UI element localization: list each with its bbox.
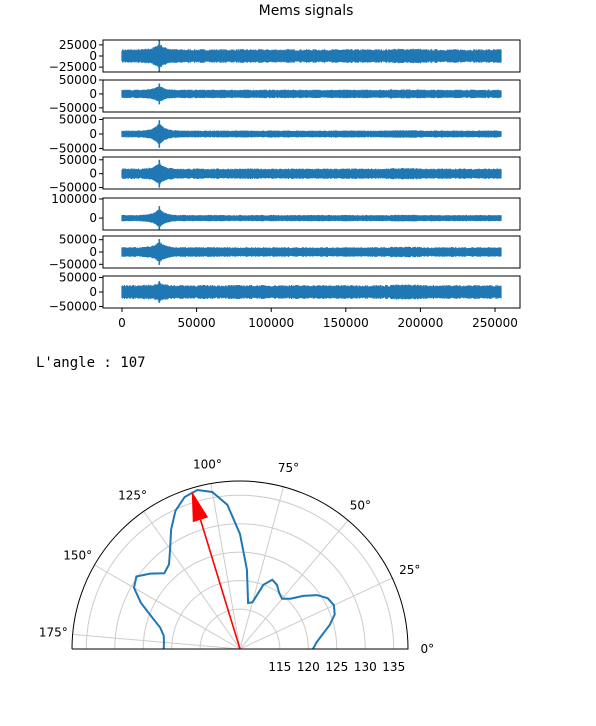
mems-signals-figure: Mems signals 250000−25000500000−50000500… bbox=[49, 3, 521, 330]
signal-trace-5 bbox=[121, 209, 502, 228]
y-tick-label: −50000 bbox=[49, 142, 97, 156]
signal-axes-4 bbox=[102, 156, 521, 190]
y-tick-label: 0 bbox=[89, 211, 97, 225]
signal-trace-6 bbox=[121, 241, 502, 263]
y-tick-label: −50000 bbox=[49, 300, 97, 314]
r-tick-label: 130 bbox=[354, 660, 377, 674]
signal-trace-3 bbox=[121, 123, 502, 145]
direction-arrow-head bbox=[191, 491, 209, 523]
x-tick-label: 250000 bbox=[472, 316, 518, 330]
signal-trace-2 bbox=[121, 86, 502, 102]
x-tick-label: 150000 bbox=[323, 316, 369, 330]
y-tick-label: 50000 bbox=[59, 153, 97, 167]
theta-tick-label: 100° bbox=[193, 457, 222, 471]
y-tick-label: 50000 bbox=[59, 112, 97, 126]
signal-trace-1 bbox=[121, 43, 502, 69]
signal-trace-4 bbox=[121, 163, 502, 185]
theta-tick-label: 25° bbox=[399, 563, 420, 577]
y-tick-label: 0 bbox=[89, 127, 97, 141]
x-tick-label: 100000 bbox=[248, 316, 294, 330]
theta-tick-label: 75° bbox=[278, 461, 299, 475]
theta-grid-line bbox=[239, 486, 284, 650]
angle-output-label: L'angle : bbox=[36, 355, 112, 371]
r-tick-label: 125 bbox=[325, 660, 348, 674]
polar-axes-frame bbox=[71, 480, 409, 650]
chart-title: Mems signals bbox=[259, 3, 354, 19]
y-tick-label: 50000 bbox=[59, 270, 97, 284]
y-tick-label: 50000 bbox=[59, 233, 97, 247]
signal-panel-1: 250000−25000 bbox=[49, 38, 521, 74]
y-tick-label: 0 bbox=[89, 167, 97, 181]
theta-tick-label: 150° bbox=[63, 548, 92, 562]
r-tick-label: 115 bbox=[268, 660, 291, 674]
y-tick-label: −25000 bbox=[49, 60, 97, 74]
angle-output-line: L'angle : 107 bbox=[36, 355, 146, 371]
theta-grid-line bbox=[210, 483, 241, 650]
theta-grid-line bbox=[94, 564, 241, 650]
signal-axes-2 bbox=[102, 79, 521, 113]
theta-grid-line bbox=[143, 511, 241, 650]
y-tick-label: −50000 bbox=[49, 257, 97, 271]
beam-pattern-line bbox=[132, 488, 336, 650]
theta-grid-line bbox=[239, 577, 393, 650]
r-tick-label: 120 bbox=[297, 660, 320, 674]
y-tick-label: 0 bbox=[89, 49, 97, 63]
y-tick-label: 100000 bbox=[51, 192, 97, 206]
r-grid-arc bbox=[171, 580, 309, 650]
r-tick-label: 135 bbox=[382, 660, 405, 674]
signal-panel-5: 100000 0 bbox=[51, 192, 521, 231]
y-tick-label: 0 bbox=[89, 245, 97, 259]
theta-grid-line bbox=[239, 519, 349, 650]
theta-grid-line bbox=[72, 633, 241, 650]
r-grid-arc bbox=[85, 495, 395, 650]
x-tick-label: 50000 bbox=[178, 316, 216, 330]
y-tick-label: −50000 bbox=[49, 101, 97, 115]
y-tick-label: −50000 bbox=[49, 181, 97, 195]
y-tick-label: 0 bbox=[89, 285, 97, 299]
y-tick-label: 25000 bbox=[59, 38, 97, 52]
polar-pattern-figure: 115 120 125 130 135 0° 25° 50° 75° 100° 125° 150° 17… bbox=[39, 457, 435, 674]
y-tick-label: 0 bbox=[89, 87, 97, 101]
direction-arrow-shaft bbox=[199, 519, 241, 650]
theta-tick-label: 175° bbox=[39, 626, 68, 640]
theta-tick-label: 50° bbox=[350, 498, 371, 512]
y-tick-label: 50000 bbox=[59, 73, 97, 87]
r-grid-arc bbox=[142, 551, 338, 650]
signal-trace-7 bbox=[121, 283, 502, 301]
theta-tick-label: 0° bbox=[421, 642, 435, 656]
r-grid-arc bbox=[114, 523, 366, 650]
angle-output-value: 107 bbox=[120, 355, 146, 371]
theta-tick-label: 125° bbox=[118, 489, 147, 503]
signal-axes-5 bbox=[102, 197, 521, 231]
x-tick-label: 200000 bbox=[398, 316, 444, 330]
x-tick-label: 0 bbox=[118, 316, 126, 330]
